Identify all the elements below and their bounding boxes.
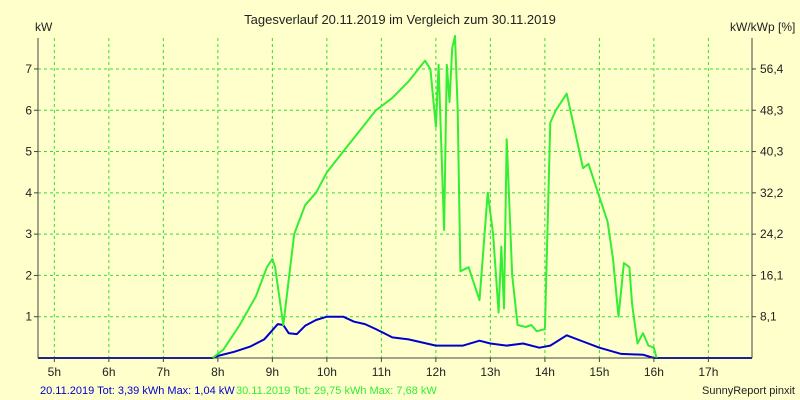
series-layer	[38, 34, 752, 359]
y-tick-label-left-2: 3	[25, 227, 32, 241]
y-tick-label-left-6: 7	[25, 62, 32, 76]
y-tick-label-right-6: 56,4	[760, 62, 784, 76]
x-tick-label-4: 9h	[266, 365, 279, 379]
x-tick-label-3: 8h	[211, 365, 224, 379]
x-tick-label-10: 15h	[589, 365, 609, 379]
y-tick-label-left-0: 1	[25, 310, 32, 324]
x-tick-label-8: 13h	[480, 365, 500, 379]
footer-green-summary: 30.11.2019 Tot: 29,75 kWh Max: 7,68 kW	[236, 385, 437, 397]
y-tick-label-right-4: 40,3	[760, 145, 784, 159]
footer-credit: SunnyReport pinxit	[702, 385, 795, 397]
y-tick-label-left-1: 2	[25, 268, 32, 282]
x-tick-label-2: 7h	[157, 365, 170, 379]
y-tick-label-right-1: 16,1	[760, 268, 784, 282]
chart-title: Tagesverlauf 20.11.2019 im Vergleich zum…	[244, 12, 556, 27]
y-tick-label-left-4: 5	[25, 145, 32, 159]
footer-blue-summary: 20.11.2019 Tot: 3,39 kWh Max: 1,04 kW	[40, 385, 235, 397]
y-tick-label-right-2: 24,2	[760, 227, 784, 241]
x-tick-label-5: 10h	[317, 365, 337, 379]
x-tick-label-1: 6h	[102, 365, 115, 379]
right-axis-unit: kW/kWp [%]	[730, 20, 795, 34]
series-line-0	[38, 315, 752, 359]
x-tick-label-7: 12h	[426, 365, 446, 379]
series-line-1	[211, 34, 658, 359]
y-tick-label-left-5: 6	[25, 103, 32, 117]
x-tick-label-9: 14h	[535, 365, 555, 379]
y-tick-label-left-3: 4	[25, 186, 32, 200]
x-tick-label-12: 17h	[698, 365, 718, 379]
x-tick-label-11: 16h	[644, 365, 664, 379]
x-tick-label-0: 5h	[48, 365, 61, 379]
y-tick-label-right-5: 48,3	[760, 103, 784, 117]
tick-labels: 5h 6h 7h 8h 9h 10h 11h 12h 13h 14h 15h 16h 17h123456…	[25, 62, 783, 379]
y-tick-label-right-3: 32,2	[760, 186, 784, 200]
grid-lines	[38, 38, 752, 358]
left-axis-unit: kW	[35, 20, 53, 34]
x-tick-label-6: 11h	[372, 365, 391, 379]
axes	[34, 38, 756, 362]
y-tick-label-right-0: 8,1	[760, 310, 777, 324]
